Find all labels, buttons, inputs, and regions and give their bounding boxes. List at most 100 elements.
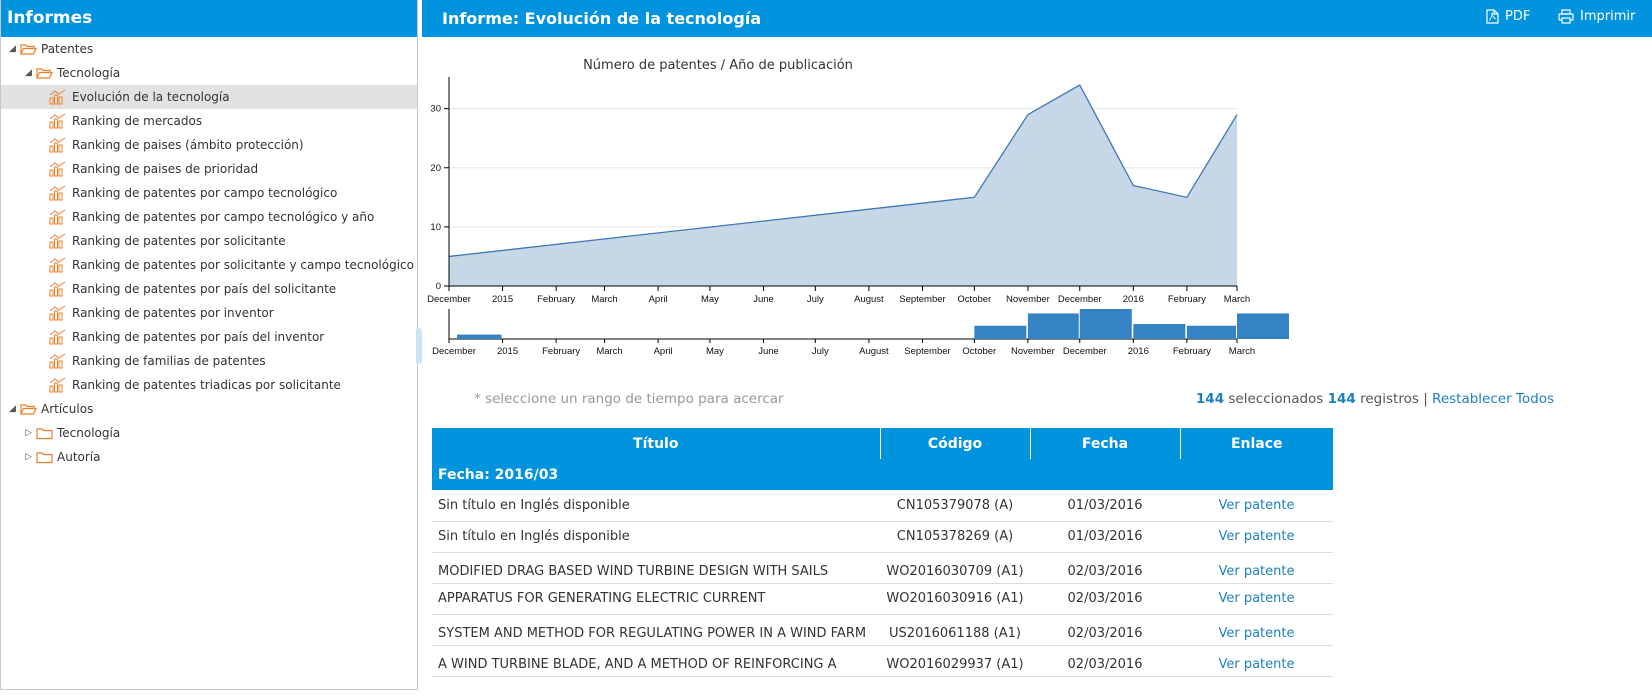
tree-report-item[interactable]: Ranking de paises de prioridad (1, 157, 417, 181)
brush-bar (1133, 324, 1186, 339)
zoom-hint: * seleccione un rango de tiempo para ace… (474, 391, 784, 407)
cell-title: SYSTEM AND METHOD FOR REGULATING POWER I… (432, 614, 880, 646)
view-patent-link[interactable]: Ver patente (1218, 497, 1295, 513)
report-chart-icon (49, 113, 66, 129)
tree-report-item[interactable]: Ranking de familias de patentes (1, 349, 417, 373)
column-header-date[interactable]: Fecha (1030, 428, 1181, 459)
pdf-button[interactable]: PDF (1486, 9, 1530, 24)
print-label: Imprimir (1580, 9, 1636, 24)
group-row: Fecha: 2016/03 (432, 459, 1333, 490)
pdf-label: PDF (1505, 9, 1531, 24)
folder-icon (36, 428, 53, 440)
brush-x-tick-label: 2016 (1128, 346, 1149, 357)
cell-date: 02/03/2016 (1030, 614, 1180, 646)
tree-report-item[interactable]: Ranking de mercados (1, 109, 417, 133)
folder-open-icon (20, 404, 37, 415)
tree-report-item[interactable]: Ranking de patentes por solicitante y ca… (1, 253, 417, 277)
tree-report-item[interactable]: Ranking de patentes por campo tecnológic… (1, 205, 417, 229)
group-label: Fecha: 2016/03 (432, 459, 1333, 490)
collapse-toggle-icon[interactable]: ◢ (9, 404, 16, 414)
record-counts: 144 seleccionados 144 registros | Restab… (1196, 391, 1554, 407)
tree-item-label: Ranking de familias de patentes (72, 354, 266, 368)
cell-date: 01/03/2016 (1030, 521, 1180, 553)
tree-report-item[interactable]: Ranking de patentes por inventor (1, 301, 417, 325)
tree-folder[interactable]: ▷ Autoría (1, 445, 417, 469)
tree-report-item[interactable]: Ranking de paises (ámbito protección) (1, 133, 417, 157)
range-selector-chart[interactable]: December 2015 February March April May June Jul… (432, 309, 1289, 357)
tree-item-label: Ranking de patentes por solicitante y ca… (72, 258, 414, 272)
x-tick-label: December (427, 294, 471, 305)
x-tick-label: 2016 (1123, 294, 1144, 305)
report-panel: Informe: Evolución de la tecnología PDF … (422, 0, 1652, 700)
report-chart-icon (49, 161, 66, 177)
x-tick-label: December (1058, 294, 1102, 305)
folder-open-icon (36, 68, 53, 79)
x-tick-label: May (701, 294, 719, 305)
reset-all-link[interactable]: Restablecer Todos (1432, 391, 1554, 407)
tree-report-item[interactable]: Ranking de patentes por país del invento… (1, 325, 417, 349)
report-chart-icon (49, 233, 66, 249)
tree-item-label: Ranking de patentes por inventor (72, 306, 274, 320)
tree-item-label: Autoría (57, 450, 101, 464)
expand-toggle-icon[interactable]: ▷ (25, 452, 32, 462)
print-button[interactable]: Imprimir (1558, 9, 1635, 24)
column-header-title[interactable]: Título (432, 428, 881, 459)
tree-report-item[interactable]: Evolución de la tecnología (1, 85, 417, 109)
cell-code: CN105379078 (A) (880, 490, 1030, 522)
cell-link: Ver patente (1180, 583, 1333, 615)
tree-item-label: Ranking de patentes por país del solicit… (72, 282, 337, 296)
folder-icon (36, 452, 53, 464)
cell-link: Ver patente (1180, 614, 1333, 646)
tree-item-label: Ranking de paises de prioridad (72, 162, 259, 176)
tree-report-item[interactable]: Ranking de patentes por solicitante (1, 229, 417, 253)
view-patent-link[interactable]: Ver patente (1218, 529, 1295, 544)
view-patent-link[interactable]: Ver patente (1218, 563, 1295, 579)
x-tick-label: April (649, 294, 668, 305)
x-tick-label: July (807, 294, 824, 305)
cell-code: US2016061188 (A1) (880, 614, 1030, 646)
tree-report-item[interactable]: Ranking de patentes triadicas por solici… (1, 373, 417, 397)
tree-folder[interactable]: ◢ Artículos (1, 397, 417, 421)
view-patent-link[interactable]: Ver patente (1218, 656, 1295, 672)
tree-report-item[interactable]: Ranking de patentes por campo tecnológic… (1, 181, 417, 205)
folder-open-icon (20, 44, 37, 55)
cell-date: 02/03/2016 (1030, 552, 1180, 584)
report-title: Informe: Evolución de la tecnología (442, 9, 762, 28)
brush-bar (1186, 325, 1236, 339)
brush-x-tick-label: June (758, 346, 779, 357)
y-tick-label: 20 (430, 163, 441, 174)
tree-report-item[interactable]: Ranking de patentes por país del solicit… (1, 277, 417, 301)
report-chart-icon (49, 377, 66, 393)
cell-link: Ver patente (1180, 645, 1333, 677)
cell-link: Ver patente (1180, 552, 1333, 584)
splitter-handle[interactable] (416, 328, 422, 364)
collapse-toggle-icon[interactable]: ◢ (25, 68, 32, 78)
cell-link: Ver patente (1180, 490, 1333, 522)
x-tick-label: October (957, 294, 991, 305)
tree-item-label: Ranking de patentes triadicas por solici… (72, 378, 341, 392)
tree-folder[interactable]: ▷ Tecnología (1, 421, 417, 445)
x-tick-label: November (1006, 294, 1050, 305)
y-tick-label: 30 (430, 104, 441, 115)
tree-folder[interactable]: ◢ Patentes (1, 37, 417, 61)
tree-item-label: Tecnología (57, 66, 121, 80)
cell-title: MODIFIED DRAG BASED WIND TURBINE DESIGN … (432, 552, 880, 584)
evolution-chart[interactable]: Número de patentes / Año de publicación … (422, 37, 1652, 377)
expand-toggle-icon[interactable]: ▷ (25, 428, 32, 438)
table-row: Sin título en Inglés disponible CN1053790… (432, 490, 1333, 522)
x-tick-label: 2015 (492, 294, 513, 305)
cell-title: APPARATUS FOR GENERATING ELECTRIC CURREN… (432, 583, 880, 615)
column-header-code[interactable]: Código (880, 428, 1031, 459)
column-header-link[interactable]: Enlace (1180, 428, 1333, 459)
brush-x-tick-label: February (1173, 346, 1211, 357)
view-patent-link[interactable]: Ver patente (1218, 591, 1295, 606)
view-patent-link[interactable]: Ver patente (1218, 625, 1295, 641)
cell-code: WO2016029937 (A1) (880, 645, 1030, 677)
brush-bar (1237, 313, 1289, 339)
tree-item-label: Artículos (41, 402, 94, 416)
collapse-toggle-icon[interactable]: ◢ (9, 44, 16, 54)
table-row: SYSTEM AND METHOD FOR REGULATING POWER I… (432, 614, 1333, 646)
chart-area-series (448, 84, 1238, 286)
tree-folder[interactable]: ◢ Tecnología (1, 61, 417, 85)
